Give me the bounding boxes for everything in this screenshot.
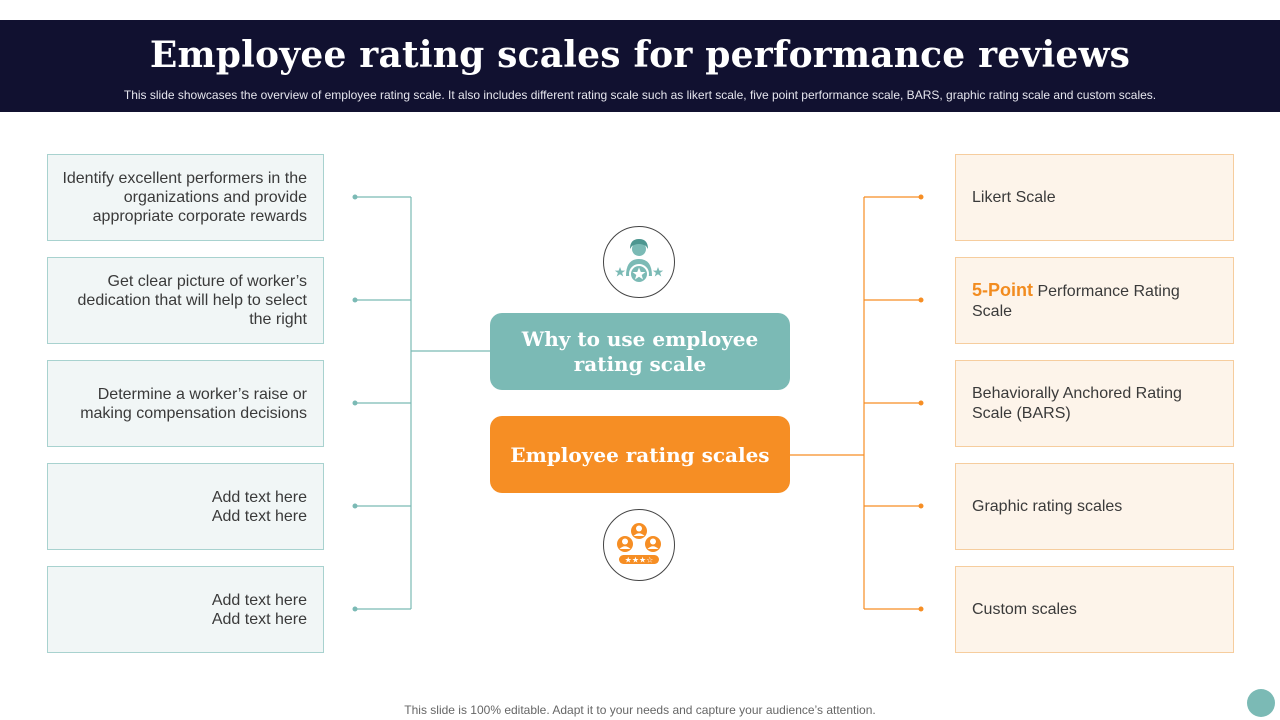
text-line: Add text here: [211, 507, 307, 525]
slide-header: Employee rating scales for performance r…: [0, 20, 1280, 112]
left-reason-text: Add text here Add text here: [212, 488, 307, 526]
left-reason-box-2: Get clear picture of worker’s dedication…: [47, 257, 324, 344]
text-line: organizations and provide: [123, 189, 307, 206]
text-line: Add text here: [211, 610, 307, 628]
left-reason-text: Determine a worker’s raise or making com…: [80, 385, 307, 423]
left-reason-text: Add text here Add text here: [212, 591, 307, 629]
left-reason-text: Identify excellent performers in the org…: [62, 169, 307, 226]
slide-footer: This slide is 100% editable. Adapt it to…: [404, 703, 876, 717]
corner-decoration-dot: [1247, 689, 1275, 717]
scale-label: 5-Point Performance Rating Scale: [972, 280, 1213, 322]
scale-label-rest: Performance Rating Scale: [972, 282, 1180, 320]
left-reason-box-4: Add text here Add text here: [47, 463, 324, 550]
text-line: Add text here: [211, 591, 307, 609]
right-scale-box-graphic: Graphic rating scales: [955, 463, 1234, 550]
right-scale-box-5-point: 5-Point Performance Rating Scale: [955, 257, 1234, 344]
employee-rating-scales-box: Employee rating scales: [490, 416, 790, 493]
scale-label: Likert Scale: [972, 188, 1056, 206]
text-line: Add text here: [211, 488, 307, 506]
slide-subtitle: This slide showcases the overview of emp…: [123, 88, 1157, 102]
scale-label: Custom scales: [972, 600, 1077, 618]
svg-text:★★★☆: ★★★☆: [625, 556, 654, 565]
text-line: dedication that will help to select: [77, 292, 307, 309]
left-reason-box-5: Add text here Add text here: [47, 566, 324, 653]
text-line: the right: [249, 311, 307, 328]
employee-rating-stars-icon: [603, 226, 675, 298]
left-reason-box-3: Determine a worker’s raise or making com…: [47, 360, 324, 447]
left-reason-text: Get clear picture of worker’s dedication…: [78, 272, 307, 329]
why-use-rating-scale-label: Why to use employee rating scale: [522, 327, 759, 377]
team-rating-icon: ★★★☆: [603, 509, 675, 581]
why-use-rating-scale-box: Why to use employee rating scale: [490, 313, 790, 390]
right-scale-box-bars: Behaviorally Anchored Rating Scale (BARS…: [955, 360, 1234, 447]
employee-rating-scales-label: Employee rating scales: [510, 442, 770, 467]
right-scale-box-custom: Custom scales: [955, 566, 1234, 653]
text-line: Determine a worker’s raise or: [97, 385, 307, 403]
scale-label: Graphic rating scales: [972, 497, 1123, 515]
scale-highlight: 5-Point: [972, 279, 1033, 300]
text-line: appropriate corporate rewards: [92, 208, 307, 225]
right-scale-box-likert: Likert Scale: [955, 154, 1234, 241]
slide-title: Employee rating scales for performance r…: [149, 34, 1131, 76]
text-line: Why to use employee: [521, 326, 759, 351]
scale-label: Behaviorally Anchored Rating Scale (BARS…: [972, 384, 1182, 422]
text-line: Get clear picture of worker’s: [107, 273, 307, 290]
left-reason-box-1: Identify excellent performers in the org…: [47, 154, 324, 241]
text-line: Identify excellent performers in the: [62, 170, 307, 187]
text-line: making compensation decisions: [80, 404, 307, 422]
text-line: rating scale: [573, 351, 707, 376]
